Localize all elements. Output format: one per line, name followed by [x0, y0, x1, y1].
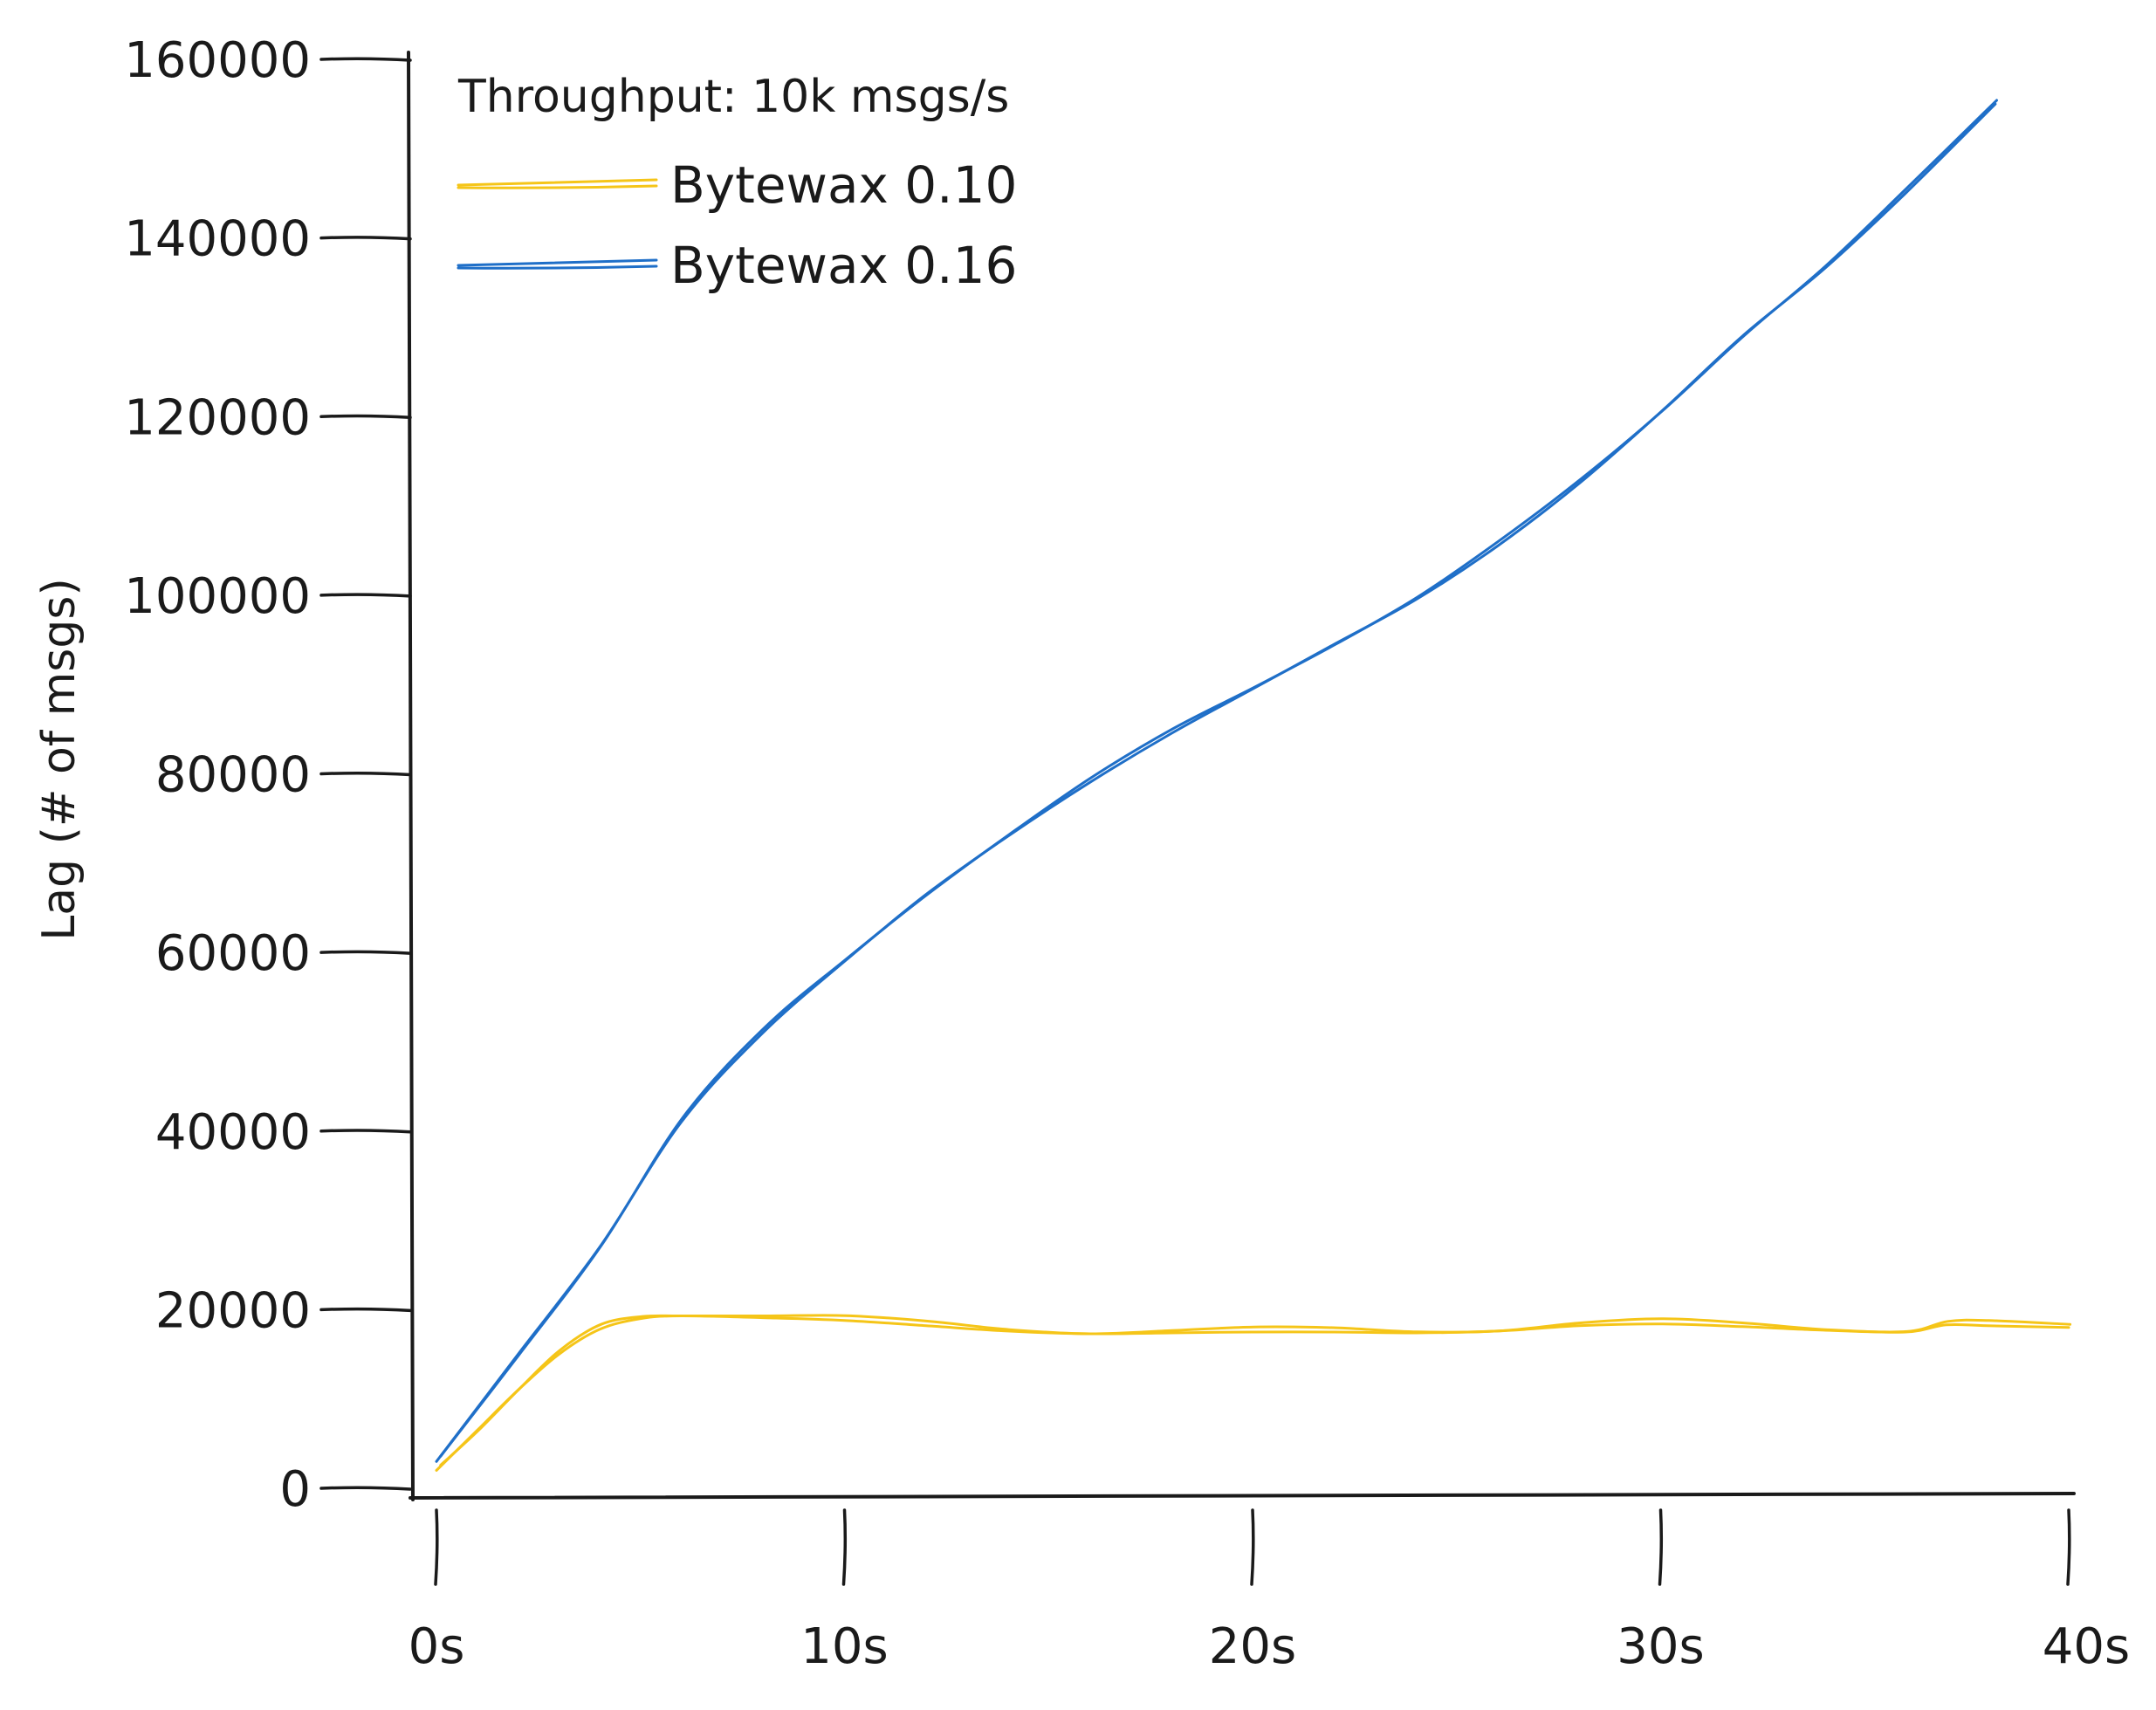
legend-swatch: [457, 264, 658, 270]
x-axis-line: [409, 1491, 2076, 1500]
legend-swatch: [457, 184, 658, 189]
x-tick-label: 40s: [2043, 1618, 2130, 1675]
legend-item: Bytewax 0.10: [457, 155, 1017, 215]
x-tick-label: 20s: [1209, 1618, 1296, 1675]
legend-title: Throughput: 10k msgs/s: [457, 71, 1009, 123]
y-tick-mark: [319, 771, 412, 777]
x-tick-label: 0s: [409, 1618, 465, 1675]
y-tick-mark: [319, 950, 412, 955]
x-axis-ticks: 0s 10s 20s 30s 40s: [409, 1508, 2130, 1675]
series-line: [435, 1314, 2070, 1472]
y-tick-label: 160000: [124, 32, 311, 89]
y-tick-label: 20000: [155, 1282, 311, 1339]
y-tick-mark: [319, 1486, 412, 1491]
y-tick-label: 140000: [124, 211, 311, 268]
x-tick-mark: [1250, 1508, 1255, 1586]
series-layer: [435, 99, 2072, 1472]
y-axis-title: Lag (# of msgs): [33, 578, 86, 941]
x-tick-mark: [2066, 1508, 2071, 1586]
y-tick-mark: [319, 236, 412, 241]
legend-swatch: [457, 258, 658, 267]
y-tick-mark: [319, 57, 412, 62]
y-tick-label: 0: [279, 1461, 311, 1518]
y-tick-label: 120000: [124, 389, 311, 446]
y-tick-label: 40000: [155, 1104, 311, 1161]
x-tick-label: 30s: [1617, 1618, 1704, 1675]
y-tick-mark: [319, 1307, 412, 1313]
series-line: [439, 99, 1998, 1458]
legend-label: Bytewax 0.16: [670, 236, 1017, 295]
y-tick-label: 80000: [155, 747, 311, 804]
legend-label: Bytewax 0.10: [670, 155, 1017, 215]
x-tick-label: 10s: [800, 1618, 888, 1675]
series-line: [439, 1314, 2072, 1466]
legend: Throughput: 10k msgs/s Bytewax 0.10 Bytew…: [457, 71, 1017, 295]
y-tick-mark: [319, 593, 412, 598]
y-tick-label: 100000: [124, 568, 311, 625]
series-line: [435, 102, 1997, 1463]
y-axis-ticks: 0 20000 40000 60000 80000 100000 120000 140000 1…: [124, 32, 412, 1518]
legend-swatch: [457, 178, 658, 187]
y-axis-line: [407, 51, 415, 1501]
axes: [407, 51, 2076, 1501]
x-tick-mark: [841, 1508, 848, 1586]
y-tick-mark: [319, 1129, 412, 1134]
x-tick-mark: [434, 1508, 439, 1586]
y-tick-label: 60000: [155, 925, 311, 982]
x-tick-mark: [1658, 1508, 1664, 1586]
legend-item: Bytewax 0.16: [457, 236, 1017, 295]
series-bytewax-0-16: [435, 99, 1998, 1463]
y-tick-mark: [319, 414, 412, 419]
series-bytewax-0-10: [435, 1314, 2072, 1472]
